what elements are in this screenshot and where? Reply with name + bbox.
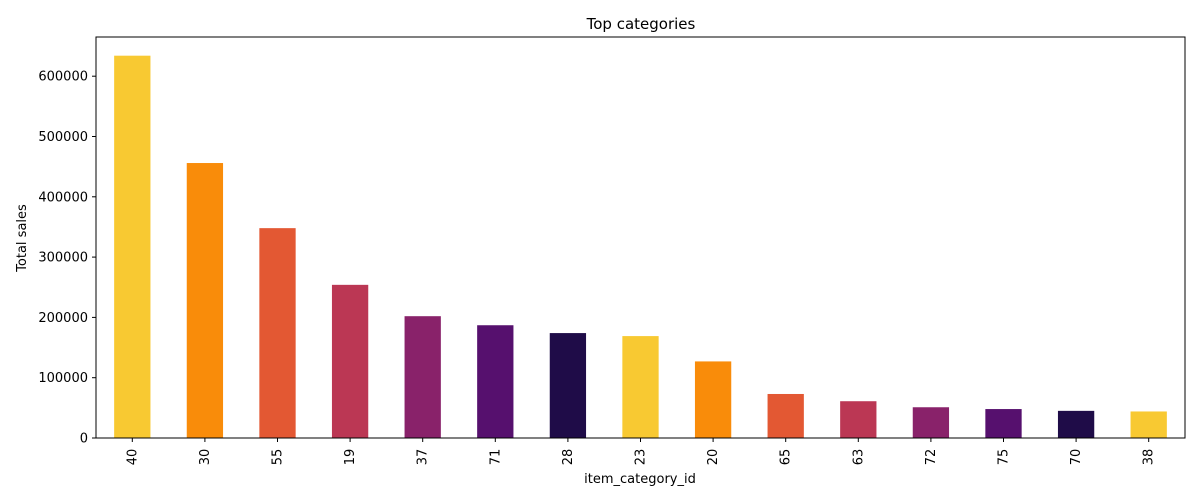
- bar-37: [404, 316, 441, 438]
- x-tick-label: 72: [924, 449, 939, 466]
- y-tick-label: 600000: [38, 70, 88, 85]
- bar-38: [1130, 411, 1167, 438]
- x-tick-label: 65: [779, 449, 794, 466]
- y-axis: 0 100000 200000 300000 400000 500000 600000: [38, 70, 96, 447]
- y-tick-label: 200000: [38, 311, 88, 326]
- x-tick-label: 30: [198, 449, 213, 466]
- bar-63: [840, 401, 877, 438]
- x-tick-label: 37: [416, 449, 431, 466]
- bar-30: [186, 163, 224, 438]
- bar-28: [549, 333, 587, 438]
- bars-layer: [114, 55, 1167, 438]
- x-tick-label: 63: [851, 449, 866, 466]
- x-tick-label: 19: [343, 449, 358, 466]
- x-tick-label: 28: [561, 449, 576, 466]
- x-tick-label: 20: [706, 449, 721, 466]
- x-tick-label: 70: [1069, 449, 1084, 466]
- chart-title: Top categories: [586, 15, 696, 33]
- x-tick-label: 75: [997, 449, 1012, 466]
- bar-40: [114, 55, 151, 438]
- x-tick-label: 38: [1142, 449, 1157, 466]
- x-axis-label: item_category_id: [584, 472, 696, 487]
- y-axis-label: Total sales: [15, 204, 30, 273]
- x-tick-label: 40: [125, 449, 140, 466]
- x-tick-label: 71: [488, 449, 503, 466]
- bar-20: [694, 361, 732, 438]
- x-tick-label: 55: [271, 449, 286, 466]
- x-tick-label: 23: [634, 449, 649, 466]
- y-tick-label: 400000: [38, 190, 88, 205]
- y-tick-label: 500000: [38, 130, 88, 145]
- bar-65: [767, 393, 804, 438]
- bar-19: [331, 284, 369, 438]
- bar-71: [477, 325, 514, 438]
- y-tick-label: 100000: [38, 371, 88, 386]
- y-tick-label: 300000: [38, 251, 88, 266]
- bar-55: [259, 228, 296, 438]
- bar-72: [912, 407, 950, 438]
- x-axis: 40 30 55 19 37 71 28 23 20 65 63 72 75 70 38: [125, 438, 1157, 466]
- bar-70: [1057, 410, 1095, 438]
- bar-75: [985, 409, 1022, 438]
- y-tick-label: 0: [80, 432, 88, 447]
- bar-23: [622, 336, 659, 438]
